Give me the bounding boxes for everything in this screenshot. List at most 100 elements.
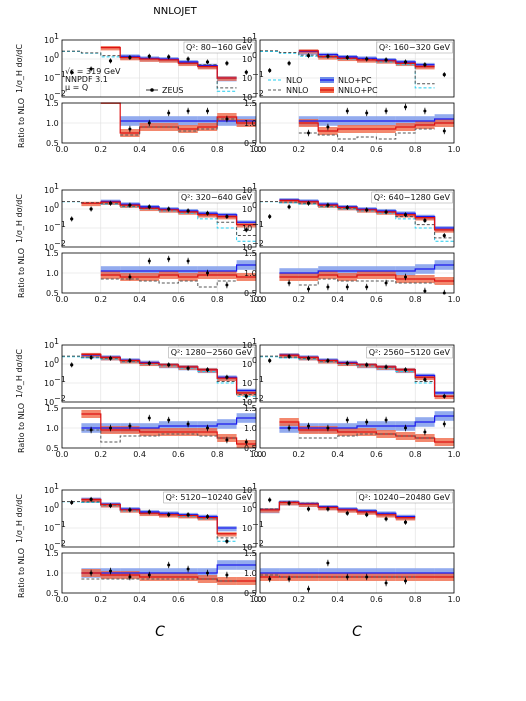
y-tick-exponent: 1 <box>252 32 257 41</box>
data-point <box>268 359 272 363</box>
y-tick-exponent: 1 <box>252 337 257 346</box>
data-point <box>205 368 210 372</box>
x-tick-label: 1.0 <box>448 295 461 304</box>
x-tick-label: 1.0 <box>250 295 263 304</box>
q2-range-label: Q²: 10240−20480 GeV <box>359 493 451 502</box>
nlo-pc-band <box>236 220 256 226</box>
nnlo-pc-band <box>395 516 416 521</box>
data-point <box>244 394 248 398</box>
data-point <box>268 214 272 219</box>
x-tick-label: 0.0 <box>56 595 69 604</box>
ratio-nlo-pc-line <box>100 264 256 272</box>
ratio-data-point <box>206 271 209 275</box>
y-tick-exponent: −2 <box>54 539 66 548</box>
x-tick-label: 0.2 <box>292 450 305 459</box>
nlo-series-line <box>260 50 435 89</box>
ratio-data-point <box>345 575 349 579</box>
q2-label-box <box>168 346 255 359</box>
x-tick-label: 1.0 <box>250 595 263 604</box>
data-point <box>128 203 132 207</box>
data-point <box>186 209 190 213</box>
data-point <box>186 513 190 517</box>
x-tick-label: 0.6 <box>370 595 383 604</box>
ratio-plot-frame <box>259 102 455 144</box>
ratio-y-tick-label: 0.5 <box>46 444 59 453</box>
nnlo-pc-band <box>376 513 396 518</box>
nnlo-pc-band <box>197 65 218 70</box>
ratio-nnlo-line <box>298 278 435 286</box>
data-point <box>225 61 229 65</box>
y-tick-exponent: 0 <box>252 201 257 210</box>
nlo-pc-band <box>434 391 454 397</box>
data-point <box>147 205 151 209</box>
ratio-data-point <box>404 426 407 430</box>
nnlo-pc-band <box>415 65 435 70</box>
x-tick-label: 0.0 <box>254 595 267 604</box>
ratio-data-point <box>384 581 388 585</box>
ratio-data-point <box>225 438 229 442</box>
ratio-nlo-pc-line <box>279 264 454 274</box>
data-point <box>147 54 151 58</box>
q2-label-box <box>178 191 255 204</box>
x-tick-label: 0.4 <box>331 295 344 304</box>
ratio-data-point <box>206 571 209 575</box>
data-point <box>423 378 427 382</box>
ratio-y-tick-label: 1.5 <box>244 99 257 108</box>
ratio-nnlo-pc-line <box>100 102 256 134</box>
nnlo-pc-band <box>159 58 179 63</box>
ratio-data-point <box>186 567 190 571</box>
data-point <box>403 213 408 217</box>
data-point <box>89 67 93 71</box>
ratio-data-point <box>167 257 171 261</box>
y-tick-label: 10 <box>242 486 252 495</box>
ratio-data-point <box>345 109 349 113</box>
y-tick-label: 10 <box>44 360 54 369</box>
nnlo-pc-band <box>81 201 101 207</box>
ratio-data-point <box>404 105 407 109</box>
data-point <box>186 57 190 61</box>
ratio-data-point <box>384 281 388 285</box>
ratio-data-point <box>206 426 209 430</box>
ratio-data-point <box>167 111 171 115</box>
ratio-y-tick-label: 1.5 <box>46 99 59 108</box>
data-point <box>244 228 248 232</box>
ratio-data-point <box>244 440 248 444</box>
data-point <box>403 520 408 524</box>
y-tick-exponent: −2 <box>252 394 264 403</box>
ratio-y-tick-label: 1.5 <box>244 404 257 413</box>
y-tick-exponent: 0 <box>252 501 257 510</box>
data-point <box>70 70 74 74</box>
ratio-y-tick-label: 0.5 <box>244 444 257 453</box>
q2-label-box <box>183 41 255 54</box>
main-plot-frame <box>61 489 257 548</box>
ratio-data-point <box>186 109 190 113</box>
nlo-pc-band <box>236 388 256 394</box>
x-tick-label: 0.0 <box>254 450 267 459</box>
ratio-y-tick-label: 0.5 <box>244 139 257 148</box>
data-point <box>70 217 74 221</box>
ratio-nnlo-line <box>260 574 416 578</box>
x-axis-label-left: C <box>155 624 165 640</box>
ratio-data-point <box>345 285 349 289</box>
y-tick-exponent: 0 <box>54 356 59 365</box>
ratio-y-tick-label: 1.0 <box>244 269 257 278</box>
y-tick-exponent: −2 <box>252 239 264 248</box>
y-tick-label: 10 <box>242 36 252 45</box>
main-plot-frame <box>259 344 455 403</box>
ratio-plot-frame <box>259 407 455 449</box>
x-tick-label: 0.4 <box>133 295 146 304</box>
y-tick-exponent: −2 <box>252 89 264 98</box>
ratio-y-axis-label: Ratio to NLO <box>17 548 26 598</box>
y-axis-label: 1/σ_H dσ/dC <box>15 349 24 398</box>
data-point <box>384 210 388 214</box>
y-tick-label: 10 <box>242 505 252 514</box>
q2-label-box <box>356 491 453 504</box>
ratio-plot-frame <box>61 407 257 449</box>
ratio-data-point <box>423 109 427 113</box>
ratio-y-tick-label: 1.0 <box>46 269 59 278</box>
